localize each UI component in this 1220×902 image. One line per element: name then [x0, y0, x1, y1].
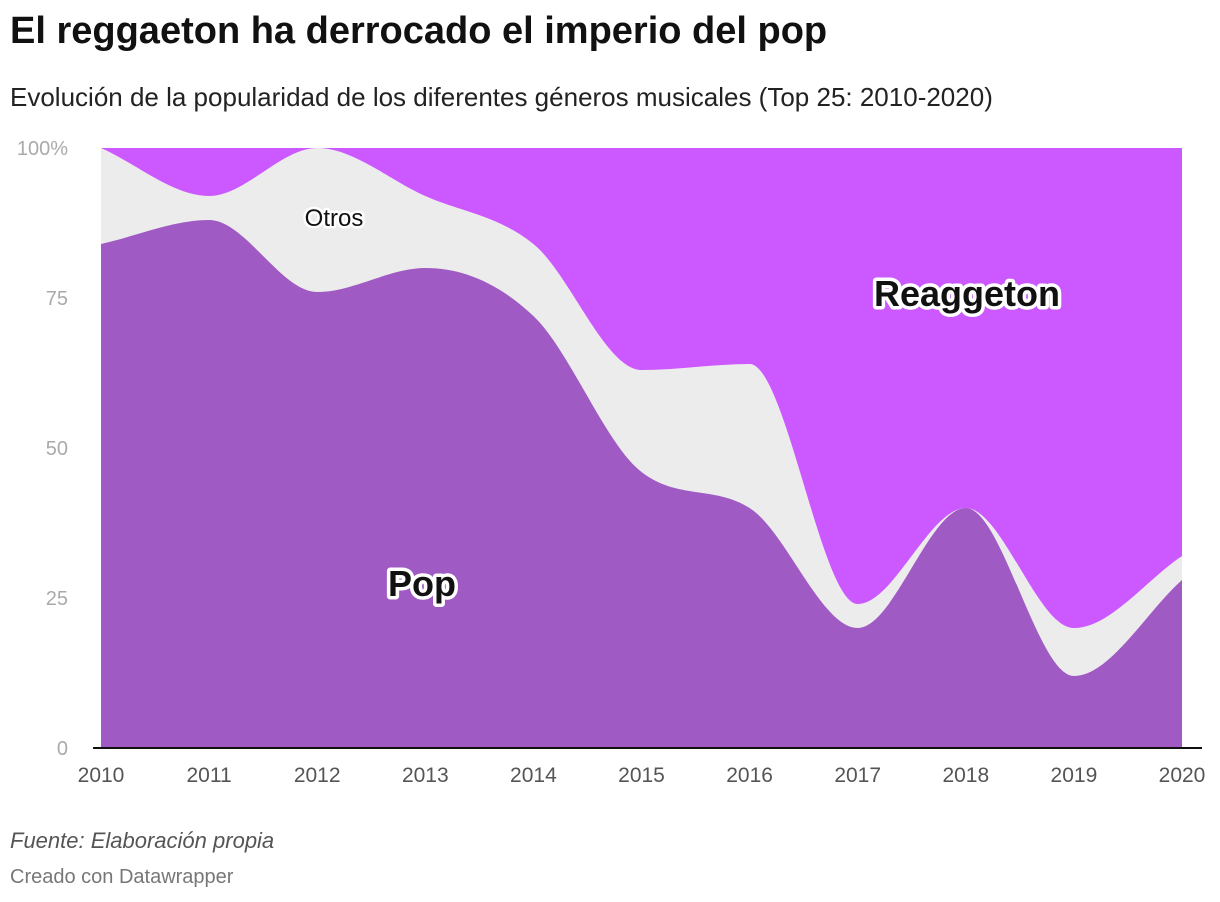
x-tick-label: 2016 — [726, 764, 773, 787]
x-tick-label: 2010 — [78, 764, 125, 787]
y-tick-label: 100% — [17, 138, 68, 160]
series-label-reggaeton: Reaggeton — [874, 273, 1060, 314]
x-tick-label: 2011 — [187, 764, 232, 787]
source-note: Fuente: Elaboración propia — [10, 828, 275, 853]
x-tick-label: 2013 — [402, 764, 449, 787]
y-tick-label: 75 — [46, 288, 68, 310]
y-tick-label: 0 — [57, 738, 68, 760]
x-tick-label: 2020 — [1159, 764, 1206, 787]
chart-title: El reggaeton ha derrocado el imperio del… — [10, 10, 828, 52]
x-tick-label: 2017 — [834, 764, 881, 787]
x-tick-label: 2015 — [618, 764, 665, 787]
y-tick-label: 25 — [46, 588, 68, 610]
series-label-pop: Pop — [388, 563, 456, 604]
area-chart: 100% 75 50 25 0 2010 2011 2012 2013 2014 2015 2016… — [17, 138, 1206, 787]
series-label-otros: Otros — [305, 205, 364, 232]
x-tick-label: 2014 — [510, 764, 557, 787]
x-tick-label: 2019 — [1051, 764, 1098, 787]
x-tick-label: 2012 — [294, 764, 341, 787]
x-tick-label: 2018 — [942, 764, 989, 787]
area-pop — [101, 220, 1182, 748]
chart-subtitle: Evolución de la popularidad de los difer… — [10, 82, 993, 112]
y-tick-label: 50 — [46, 438, 68, 460]
credit-note: Creado con Datawrapper — [10, 866, 234, 888]
